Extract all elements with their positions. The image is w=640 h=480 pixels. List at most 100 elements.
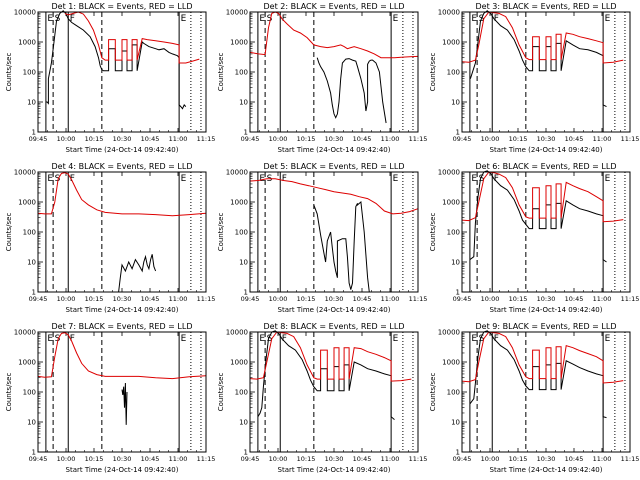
x-tick-label: 09:45: [29, 135, 48, 143]
x-tick-label: 10:45: [565, 455, 584, 463]
x-tick-label: 11:15: [197, 135, 216, 143]
marker-label: S: [479, 174, 485, 184]
detector-panel-1: Det 1: BLACK = Events, RED = LLD Counts/s…: [5, 2, 215, 154]
x-tick-label: 10:30: [325, 135, 344, 143]
x-tick-label: 10:15: [85, 455, 104, 463]
detector-panel-7: Det 7: BLACK = Events, RED = LLD Counts/s…: [5, 322, 215, 474]
y-axis-label: Counts/sec: [217, 53, 225, 92]
x-axis-label: Start Time (24-Oct-14 09:42:40): [278, 466, 391, 474]
series-lld-line: [64, 11, 200, 64]
y-tick-label: 10: [27, 259, 36, 267]
x-tick-label: 10:45: [353, 455, 372, 463]
panel-title: Det 9: BLACK = Events, RED = LLD: [476, 322, 617, 331]
x-tick-label: 10:15: [297, 135, 316, 143]
marker-label: E: [259, 334, 265, 344]
marker-label: S: [55, 174, 61, 184]
marker-label: F: [282, 14, 287, 24]
x-tick-label: 09:45: [241, 135, 260, 143]
plot-frame: [37, 331, 207, 453]
detector-panel-6: Det 6: BLACK = Events, RED = LLD Counts/s…: [429, 162, 639, 314]
y-tick-label: 10000: [438, 329, 460, 337]
panel-title: Det 3: BLACK = Events, RED = LLD: [476, 2, 617, 11]
x-tick-label: 11:00: [381, 135, 400, 143]
plot-frame: [37, 11, 207, 133]
marker-label: F: [70, 334, 75, 344]
y-tick-label: 1000: [18, 359, 36, 367]
y-tick-label: 10000: [438, 169, 460, 177]
x-tick-label: 10:45: [565, 135, 584, 143]
y-tick-label: 1000: [230, 39, 248, 47]
x-tick-label: 10:00: [481, 295, 500, 303]
x-tick-label: 10:30: [113, 135, 132, 143]
x-tick-label: 10:30: [537, 135, 556, 143]
x-tick-label: 10:15: [509, 455, 528, 463]
series-events-line: [469, 170, 607, 263]
x-tick-label: 11:00: [381, 295, 400, 303]
series-lld-line: [249, 178, 419, 215]
y-tick-label: 100: [23, 389, 36, 397]
plot-frame: [37, 171, 207, 293]
marker-label: E: [181, 334, 187, 344]
marker-label: E: [181, 14, 187, 24]
y-tick-label: 10: [451, 259, 460, 267]
plot-frame: [249, 11, 419, 133]
y-tick-label: 10000: [438, 9, 460, 17]
y-tick-label: 10000: [14, 169, 36, 177]
detector-panel-5: Det 5: BLACK = Events, RED = LLD Counts/s…: [217, 162, 427, 314]
y-tick-label: 1: [244, 449, 248, 457]
marker-label: E: [471, 174, 477, 184]
y-tick-label: 1000: [18, 39, 36, 47]
x-tick-label: 10:45: [353, 135, 372, 143]
x-tick-label: 11:15: [197, 295, 216, 303]
marker-label: E: [47, 334, 53, 344]
x-tick-label: 10:30: [325, 295, 344, 303]
x-tick-label: 10:45: [565, 295, 584, 303]
panel-title: Det 5: BLACK = Events, RED = LLD: [264, 162, 405, 171]
y-tick-label: 10: [239, 259, 248, 267]
x-tick-label: 10:15: [85, 295, 104, 303]
x-tick-label: 11:15: [409, 455, 428, 463]
panel-title: Det 4: BLACK = Events, RED = LLD: [52, 162, 193, 171]
plot-frame: [249, 171, 419, 293]
y-tick-label: 10: [451, 419, 460, 427]
detector-panel-8: Det 8: BLACK = Events, RED = LLD Counts/s…: [217, 322, 427, 474]
y-tick-label: 1: [32, 289, 36, 297]
y-tick-label: 10: [27, 419, 36, 427]
marker-label: E: [393, 334, 399, 344]
x-tick-label: 11:00: [169, 295, 188, 303]
y-tick-label: 10000: [14, 9, 36, 17]
x-tick-label: 10:45: [141, 135, 160, 143]
y-axis-label: Counts/sec: [5, 373, 13, 412]
x-tick-label: 11:15: [409, 295, 428, 303]
series-lld-line: [37, 332, 207, 380]
x-tick-label: 11:00: [593, 295, 612, 303]
x-axis-label: Start Time (24-Oct-14 09:42:40): [490, 146, 603, 154]
y-tick-label: 1: [32, 449, 36, 457]
marker-label: S: [479, 334, 485, 344]
y-tick-label: 100: [447, 389, 460, 397]
x-tick-label: 10:15: [85, 135, 104, 143]
plot-frame: [461, 331, 631, 453]
y-tick-label: 100: [447, 69, 460, 77]
plot-frame: [249, 331, 419, 453]
y-axis-label: Counts/sec: [217, 373, 225, 412]
marker-label: F: [70, 174, 75, 184]
marker-label: F: [494, 174, 499, 184]
y-tick-label: 10: [239, 99, 248, 107]
marker-label: E: [471, 14, 477, 24]
y-tick-label: 1000: [18, 199, 36, 207]
x-axis-label: Start Time (24-Oct-14 09:42:40): [66, 146, 179, 154]
series-events-line: [469, 10, 607, 108]
y-tick-label: 10000: [226, 9, 248, 17]
x-tick-label: 11:00: [169, 135, 188, 143]
series-lld-line: [461, 331, 624, 384]
x-tick-label: 09:45: [29, 455, 48, 463]
x-tick-label: 10:45: [141, 455, 160, 463]
y-tick-label: 1: [456, 129, 460, 137]
y-tick-label: 1000: [230, 199, 248, 207]
series-events-line: [316, 57, 387, 124]
series-lld-line: [37, 172, 207, 217]
series-lld-line: [249, 331, 412, 382]
panel-title: Det 1: BLACK = Events, RED = LLD: [52, 2, 193, 11]
x-tick-label: 10:00: [57, 135, 76, 143]
